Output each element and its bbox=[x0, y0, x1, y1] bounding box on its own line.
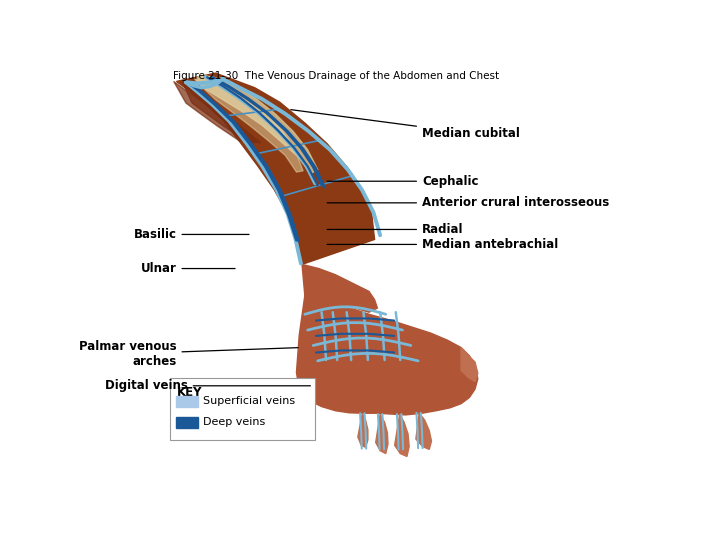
Text: Figure 21-30  The Venous Drainage of the Abdomen and Chest: Figure 21-30 The Venous Drainage of the … bbox=[173, 71, 499, 81]
Polygon shape bbox=[461, 348, 478, 382]
Polygon shape bbox=[197, 76, 303, 172]
Polygon shape bbox=[176, 73, 374, 265]
Polygon shape bbox=[302, 265, 377, 312]
Text: Cephalic: Cephalic bbox=[327, 175, 479, 188]
Polygon shape bbox=[297, 295, 478, 415]
Polygon shape bbox=[195, 75, 318, 174]
Text: Deep veins: Deep veins bbox=[203, 417, 266, 427]
Text: Superficial veins: Superficial veins bbox=[203, 396, 295, 406]
Text: Palmar venous
arches: Palmar venous arches bbox=[79, 340, 298, 368]
Text: KEY: KEY bbox=[176, 386, 202, 399]
Text: Anterior crural interosseous: Anterior crural interosseous bbox=[327, 197, 609, 210]
Polygon shape bbox=[182, 82, 261, 143]
Text: Median antebrachial: Median antebrachial bbox=[327, 238, 558, 251]
Polygon shape bbox=[416, 413, 431, 449]
Text: Ulnar: Ulnar bbox=[140, 262, 235, 275]
Bar bbox=[176, 396, 198, 407]
Polygon shape bbox=[376, 414, 388, 454]
FancyBboxPatch shape bbox=[170, 379, 315, 440]
Text: Digital veins: Digital veins bbox=[105, 379, 310, 392]
Polygon shape bbox=[358, 413, 368, 447]
Text: Median cubital: Median cubital bbox=[291, 110, 520, 140]
Polygon shape bbox=[174, 82, 255, 143]
Polygon shape bbox=[395, 414, 409, 456]
Bar bbox=[176, 417, 198, 428]
Text: Radial: Radial bbox=[327, 223, 464, 236]
Text: Basilic: Basilic bbox=[133, 228, 249, 241]
